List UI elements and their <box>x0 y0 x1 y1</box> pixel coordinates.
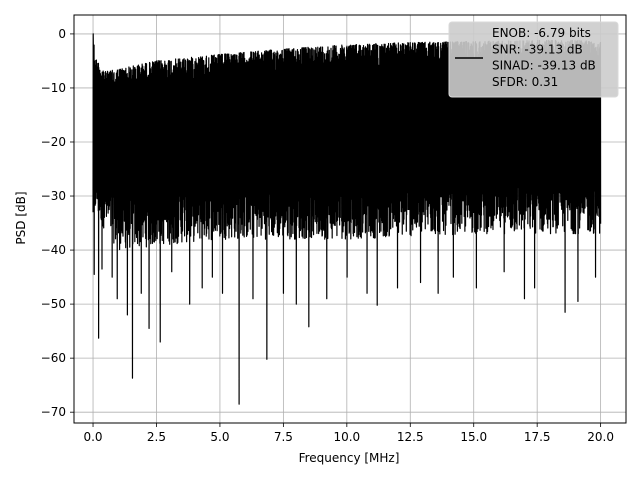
legend: ENOB: -6.79 bits SNR: -39.13 dB SINAD: -39… <box>448 21 619 98</box>
legend-box <box>448 21 619 98</box>
x-tick-label: 7.5 <box>274 430 293 444</box>
axes-border <box>73 14 627 424</box>
y-tick-label: −30 <box>41 189 66 203</box>
x-axis-label: Frequency [MHz] <box>299 451 400 465</box>
legend-entry: SINAD: -39.13 dB <box>492 59 596 73</box>
x-tick-label: 2.5 <box>147 430 166 444</box>
y-axis-label: PSD [dB] <box>14 191 28 244</box>
y-tick-label: −60 <box>41 351 66 365</box>
x-axis-ticks: 0.0 2.5 5.0 7.5 10.0 12.5 15.0 17.5 20.0 <box>83 423 614 444</box>
plot-area <box>92 33 602 405</box>
x-tick-label: 5.0 <box>210 430 229 444</box>
x-tick-label: 15.0 <box>460 430 487 444</box>
legend-entry: SNR: -39.13 dB <box>492 42 583 56</box>
x-tick-label: 20.0 <box>587 430 614 444</box>
x-tick-label: 12.5 <box>397 430 424 444</box>
y-tick-label: −70 <box>41 405 66 419</box>
y-axis-ticks: 0 −10 −20 −30 −40 −50 −60 −70 <box>41 27 74 419</box>
y-tick-label: −20 <box>41 135 66 149</box>
y-tick-label: 0 <box>58 27 66 41</box>
psd-series-line <box>92 33 602 405</box>
axes-frame <box>73 14 627 424</box>
x-tick-label: 17.5 <box>524 430 551 444</box>
y-tick-label: −40 <box>41 243 66 257</box>
x-tick-label: 10.0 <box>333 430 360 444</box>
y-tick-label: −10 <box>41 81 66 95</box>
legend-entry: ENOB: -6.79 bits <box>492 26 591 40</box>
y-tick-label: −50 <box>41 297 66 311</box>
x-tick-label: 0.0 <box>83 430 102 444</box>
legend-entry: SFDR: 0.31 <box>492 75 558 89</box>
